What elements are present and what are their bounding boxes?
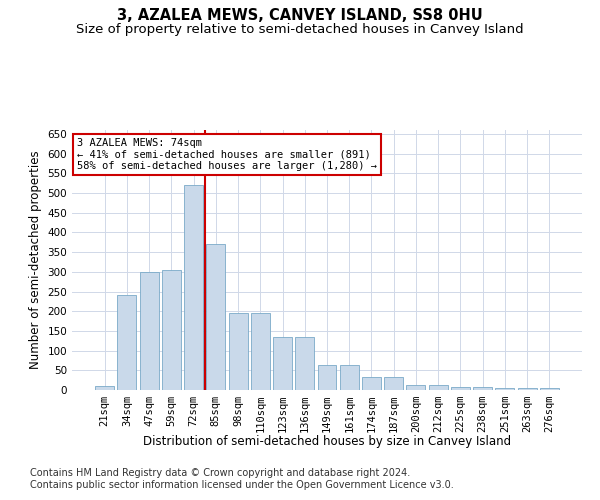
Bar [429,385,448,390]
Bar [229,313,248,390]
Text: 3 AZALEA MEWS: 74sqm
← 41% of semi-detached houses are smaller (891)
58% of semi: 3 AZALEA MEWS: 74sqm ← 41% of semi-detac… [77,138,377,171]
Bar [251,313,270,390]
Bar [184,185,203,390]
Bar [118,296,136,390]
Bar [317,365,337,390]
Bar [362,377,381,390]
Bar [273,337,292,390]
Bar [162,270,181,390]
Bar [406,385,425,390]
Bar [496,388,514,390]
Text: Size of property relative to semi-detached houses in Canvey Island: Size of property relative to semi-detach… [76,22,524,36]
Bar [384,377,403,390]
Y-axis label: Number of semi-detached properties: Number of semi-detached properties [29,150,42,370]
Text: Contains public sector information licensed under the Open Government Licence v3: Contains public sector information licen… [30,480,454,490]
Bar [206,244,225,390]
Bar [140,272,158,390]
Bar [518,388,536,390]
Text: 3, AZALEA MEWS, CANVEY ISLAND, SS8 0HU: 3, AZALEA MEWS, CANVEY ISLAND, SS8 0HU [117,8,483,22]
Bar [340,365,359,390]
Bar [540,388,559,390]
Bar [95,386,114,390]
Text: Distribution of semi-detached houses by size in Canvey Island: Distribution of semi-detached houses by … [143,435,511,448]
Bar [451,387,470,390]
Bar [295,337,314,390]
Text: Contains HM Land Registry data © Crown copyright and database right 2024.: Contains HM Land Registry data © Crown c… [30,468,410,477]
Bar [473,387,492,390]
